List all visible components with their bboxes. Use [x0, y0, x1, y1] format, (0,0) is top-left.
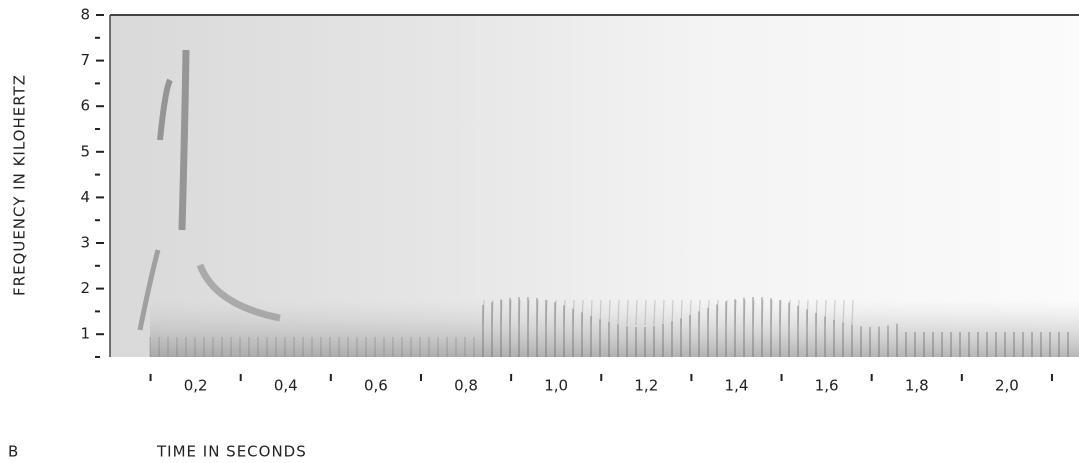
- striation: [635, 299, 638, 326]
- striation: [707, 299, 710, 326]
- striation: [770, 299, 773, 326]
- striation: [851, 299, 854, 326]
- x-tick-label: 0,6: [364, 377, 388, 395]
- x-tick-label: 2,0: [995, 377, 1019, 395]
- striation: [518, 299, 521, 326]
- striation: [815, 299, 818, 326]
- striation: [752, 299, 755, 326]
- striation: [572, 299, 575, 326]
- striation: [797, 299, 800, 326]
- striation: [608, 299, 611, 326]
- x-tick-label: 0,2: [184, 377, 208, 395]
- striation: [680, 299, 683, 326]
- striation: [842, 299, 845, 326]
- y-tick-label: 2: [80, 279, 90, 297]
- striation: [671, 299, 674, 326]
- y-axis-title: FREQUENCY IN KILOHERTZ: [11, 74, 29, 296]
- formant: [137, 249, 161, 331]
- striation: [509, 299, 512, 326]
- striation: [743, 299, 746, 326]
- x-axis-title: TIME IN SECONDS: [156, 443, 307, 461]
- panel-label: B: [8, 443, 18, 461]
- y-tick-label: 7: [80, 51, 90, 69]
- x-tick-label: 1,6: [815, 377, 839, 395]
- striation: [482, 299, 485, 326]
- striation: [500, 299, 503, 326]
- y-tick-label: 6: [80, 97, 90, 115]
- striation: [554, 299, 557, 326]
- striation: [545, 299, 548, 326]
- y-tick-label: 4: [80, 188, 90, 206]
- striation: [779, 299, 782, 326]
- striation: [806, 299, 809, 326]
- formant: [178, 49, 190, 231]
- striation: [626, 299, 629, 326]
- striation: [824, 299, 827, 326]
- striation: [833, 299, 836, 326]
- striation: [662, 299, 665, 326]
- striation: [617, 299, 620, 326]
- spectrogram: [110, 15, 1079, 357]
- x-tick-label: 1,4: [725, 377, 749, 395]
- striation: [788, 299, 791, 326]
- striation: [653, 299, 656, 326]
- striation: [536, 299, 539, 326]
- formant: [196, 263, 281, 322]
- striation: [590, 299, 593, 326]
- y-tick-label: 3: [80, 234, 90, 252]
- striation: [563, 299, 566, 326]
- y-tick-label: 1: [80, 325, 90, 343]
- low-band: [150, 300, 1079, 357]
- x-tick-label: 1,2: [634, 377, 658, 395]
- x-tick-label: 1,0: [544, 377, 568, 395]
- x-tick-label: 0,4: [274, 377, 298, 395]
- striation: [491, 299, 494, 326]
- striation: [725, 299, 728, 326]
- striation: [527, 299, 530, 326]
- striation: [734, 299, 737, 326]
- x-tick-label: 1,8: [905, 377, 929, 395]
- y-tick-label: 8: [80, 6, 90, 24]
- striation: [581, 299, 584, 326]
- striation: [689, 299, 692, 326]
- striation: [644, 299, 647, 326]
- striation: [761, 299, 764, 326]
- striation: [599, 299, 602, 326]
- x-tick-label: 0,8: [454, 377, 478, 395]
- striation: [698, 299, 701, 326]
- striation: [716, 299, 719, 326]
- formant: [157, 78, 173, 141]
- y-tick-label: 5: [80, 142, 90, 160]
